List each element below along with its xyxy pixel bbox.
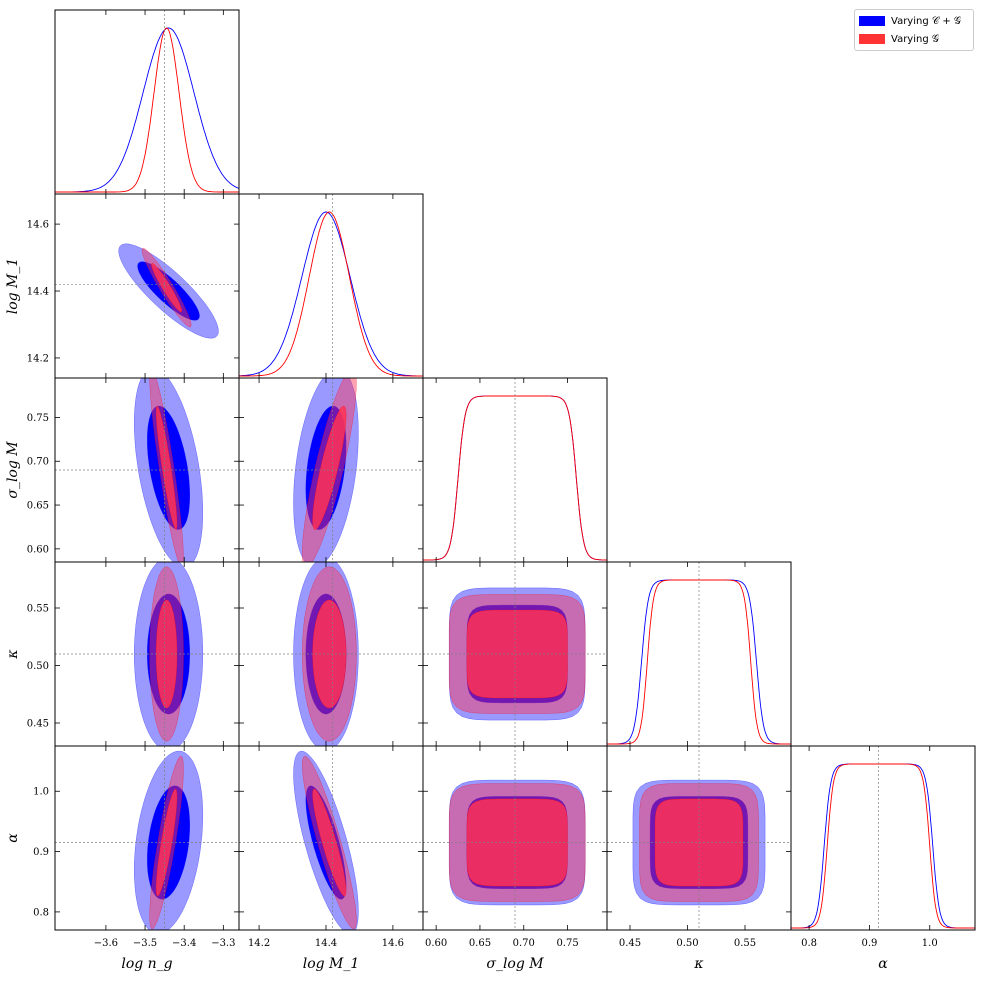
panel-kappa-logng: [54, 561, 240, 747]
panel-logng-logng: [54, 9, 240, 195]
legend-label-2: Varying 𝒢: [891, 33, 939, 45]
legend-label-1: Varying 𝒞 + 𝒢: [891, 15, 962, 27]
ylabel-sigma: σ_log M: [5, 441, 21, 499]
contour-sigma-logng-s2-l2: [155, 405, 178, 530]
ytick-label-alpha-1: 0.9: [33, 847, 49, 858]
ytick-label-logM1-1: 14.4: [27, 287, 49, 298]
panel-frame-4-4: [790, 745, 976, 931]
panel-logM1-logM1: [238, 193, 424, 379]
contour-alpha-logng-s2-l2: [155, 788, 178, 897]
ylabel-kappa: κ: [5, 649, 21, 659]
panel-sigma-logng: [54, 377, 240, 563]
ytick-label-sigma-1: 0.65: [27, 501, 49, 512]
xtick-label-kappa-0: 0.45: [619, 938, 641, 949]
xtick-label-kappa-2: 0.55: [734, 938, 756, 949]
xlabel-kappa: κ: [693, 956, 703, 972]
panel-frame-1-1: [238, 193, 424, 379]
xtick-label-kappa-1: 0.50: [676, 938, 698, 949]
xtick-label-logng-2: −3.4: [172, 938, 196, 949]
xlabel-alpha: α: [878, 956, 888, 972]
ytick-label-logM1-2: 14.6: [27, 220, 49, 231]
xtick-label-logng-1: −3.5: [133, 938, 157, 949]
xtick-label-logM1-0: 14.2: [248, 938, 270, 949]
panel-sigma-logM1: [238, 377, 424, 563]
xlabel-sigma: σ_log M: [486, 956, 544, 972]
marginal-logM1-series-1: [239, 211, 423, 377]
legend-swatch-red: [859, 34, 885, 44]
ytick-label-sigma-3: 0.75: [27, 413, 49, 424]
xtick-label-alpha-1: 0.9: [861, 938, 877, 949]
contour-kappa-sigma-s2-l2: [466, 609, 568, 699]
xlabel-logM1: log M_1: [303, 956, 360, 972]
xlabel-logng: log n_g: [121, 956, 172, 972]
contour-sigma-logM1-s2-l2: [312, 405, 347, 530]
ytick-label-sigma-2: 0.70: [27, 457, 49, 468]
panel-kappa-sigma: [422, 561, 608, 747]
ytick-label-sigma-0: 0.60: [27, 544, 49, 555]
marginal-alpha-series-2: [791, 763, 975, 929]
legend: Varying 𝒞 + 𝒢 Varying 𝒢: [854, 9, 974, 51]
legend-entry-1: Varying 𝒞 + 𝒢: [859, 14, 961, 28]
xtick-label-logng-0: −3.6: [94, 938, 118, 949]
panel-frame-0-0: [54, 9, 240, 195]
ylabel-alpha: α: [5, 833, 21, 843]
panel-alpha-logng: [54, 745, 240, 931]
ytick-label-kappa-1: 0.50: [27, 661, 49, 672]
panel-logM1-logng: [54, 193, 240, 379]
panel-sigma-sigma: [422, 377, 608, 563]
contour-alpha-logM1-s2-l2: [312, 788, 347, 897]
ylabel-logM1: log M_1: [5, 258, 21, 315]
panel-alpha-kappa: [606, 745, 792, 931]
xtick-label-alpha-0: 0.8: [801, 938, 817, 949]
xtick-label-sigma-0: 0.60: [425, 938, 447, 949]
xtick-label-logng-3: −3.3: [211, 938, 235, 949]
panel-kappa-kappa: [606, 561, 792, 747]
xtick-label-sigma-1: 0.65: [469, 938, 491, 949]
contour-alpha-sigma-s2-l2: [466, 798, 568, 887]
contour-logM1-logng-s2-l2: [151, 263, 182, 313]
ytick-label-kappa-0: 0.45: [27, 719, 49, 730]
marginal-logng-series-2: [55, 27, 239, 193]
ytick-label-alpha-0: 0.8: [33, 907, 49, 918]
legend-entry-2: Varying 𝒢: [859, 32, 939, 46]
ytick-label-logM1-0: 14.2: [27, 353, 49, 364]
panel-alpha-sigma: [422, 745, 608, 931]
marginal-logM1-series-2: [239, 211, 423, 377]
xtick-label-alpha-2: 1.0: [922, 938, 938, 949]
xtick-label-sigma-2: 0.70: [513, 938, 535, 949]
contour-kappa-logM1-s2-l2: [312, 599, 347, 709]
ytick-label-alpha-2: 1.0: [33, 787, 49, 798]
panel-kappa-logM1: [238, 561, 424, 747]
panel-alpha-logM1: [238, 745, 424, 931]
ytick-label-kappa-2: 0.55: [27, 604, 49, 615]
marginal-alpha-series-1: [791, 763, 975, 929]
xtick-label-sigma-3: 0.75: [556, 938, 578, 949]
xtick-label-logM1-1: 14.4: [315, 938, 337, 949]
legend-swatch-blue: [859, 16, 885, 26]
xtick-label-logM1-2: 14.6: [382, 938, 404, 949]
marginal-logng-series-1: [55, 27, 239, 193]
panel-alpha-alpha: [790, 745, 976, 931]
